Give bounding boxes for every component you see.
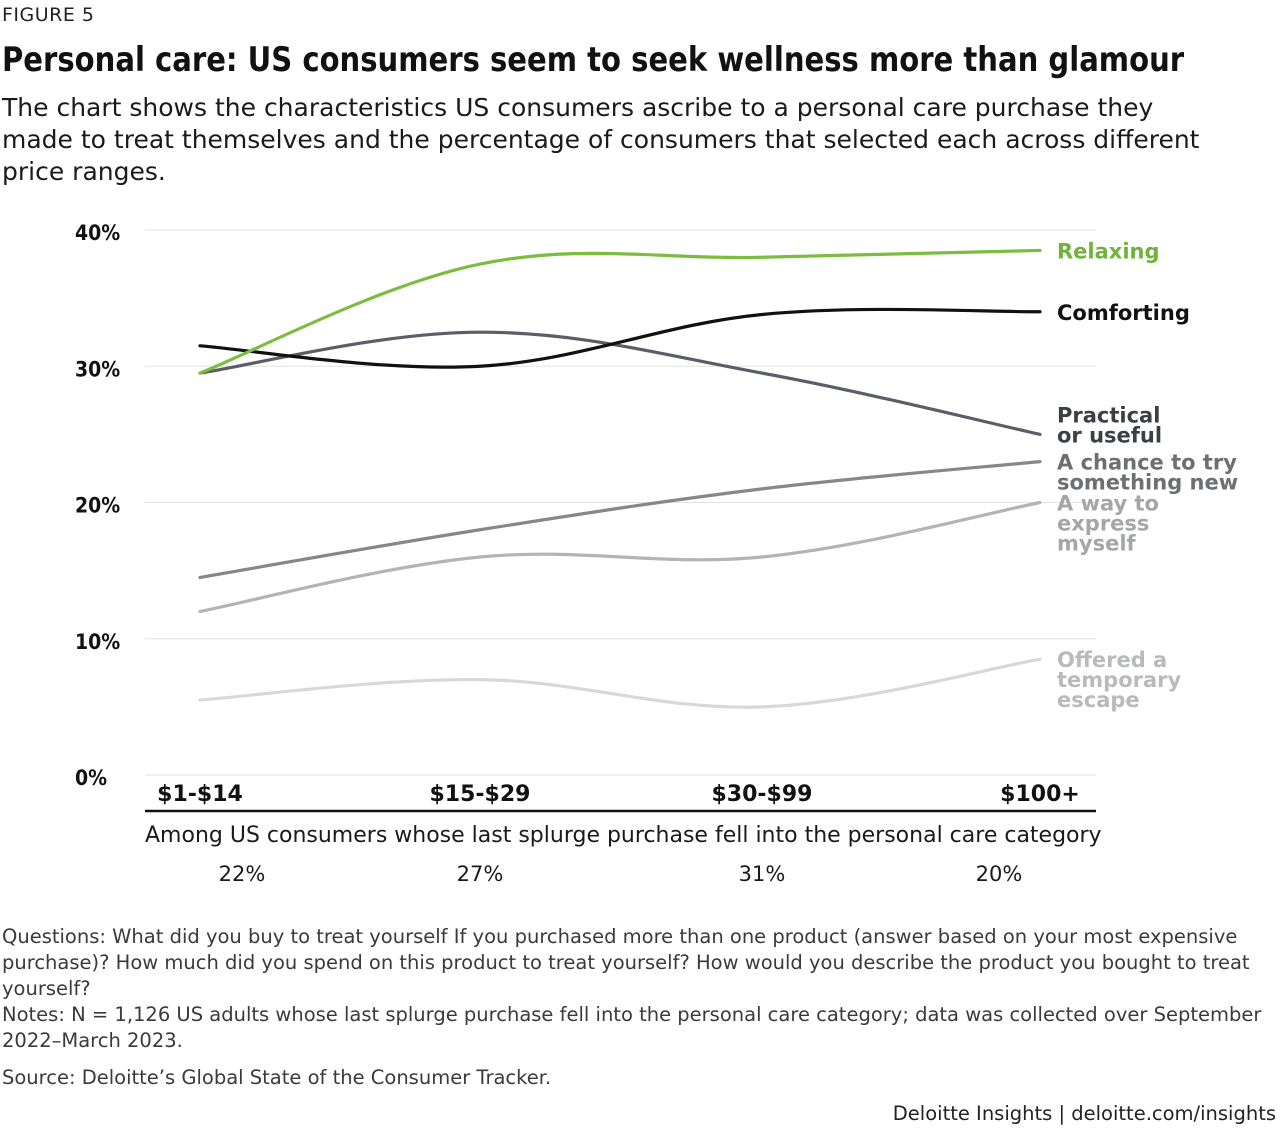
share-value: 20% (975, 862, 1023, 886)
gridlines (145, 229, 1096, 776)
series-label-line: A chance to try (1057, 451, 1237, 475)
series-line (198, 248, 1042, 375)
series-label-line: escape (1057, 688, 1140, 712)
figure-label: FIGURE 5 (2, 4, 95, 26)
chart-subtitle: The chart shows the characteristics US c… (2, 93, 1200, 186)
series-label: Comforting (1057, 301, 1190, 325)
x-tick-label: $30-$99 (712, 782, 813, 807)
series-label-line: myself (1057, 532, 1137, 556)
series-line (198, 330, 1042, 436)
series-label-line: express (1057, 512, 1149, 536)
series-label: Offered a temporary escape (1057, 648, 1182, 712)
series-line (198, 657, 1042, 709)
x-axis-categories: $1-$14 $15-$29 $30-$99 $100+ (157, 782, 1080, 807)
series-label-line: Practical (1057, 403, 1160, 427)
y-tick-label: 10% (75, 630, 120, 654)
questions-note: Questions: What did you buy to treat you… (2, 925, 1250, 1000)
series-label-line: Relaxing (1057, 239, 1160, 263)
series-label-line: Offered a (1057, 648, 1167, 672)
share-value: 27% (456, 862, 504, 886)
series-label-line: A way to (1057, 492, 1159, 516)
series-label-line: Comforting (1057, 301, 1190, 325)
series-label: Practical or useful (1057, 403, 1162, 447)
share-value: 22% (218, 862, 266, 886)
series-label: A way to express myself (1057, 492, 1159, 556)
y-tick-label: 0% (75, 766, 107, 790)
series-label: A chance to try something new (1057, 451, 1238, 495)
sample-note: Notes: N = 1,126 US adults whose last sp… (2, 1003, 1262, 1052)
x-tick-label: $1-$14 (157, 782, 243, 807)
y-tick-label: 20% (75, 494, 120, 518)
brand-footer: Deloitte Insights | deloitte.com/insight… (892, 1102, 1276, 1125)
y-tick-label: 40% (75, 221, 120, 245)
line-chart: 0% 10% 20% 30% 40% $1-$14 $15-$29 $30-$99 $100+… (75, 221, 1238, 813)
x-tick-label: $15-$29 (430, 782, 531, 807)
series-label: Relaxing (1057, 239, 1160, 263)
share-value: 31% (738, 862, 786, 886)
y-axis-ticks: 0% 10% 20% 30% 40% (75, 221, 120, 790)
x-axis-caption: Among US consumers whose last splurge pu… (145, 823, 1102, 848)
x-tick-label: $100+ (1000, 782, 1080, 807)
chart-title: Personal care: US consumers seem to seek… (2, 40, 1185, 80)
series-line (198, 307, 1042, 369)
source-note: Source: Deloitte’s Global State of the C… (2, 1066, 552, 1089)
series-lines (198, 248, 1042, 709)
series-line (198, 460, 1042, 580)
series-line (198, 500, 1042, 614)
series-label-line: temporary (1057, 668, 1182, 692)
series-label-line: or useful (1057, 423, 1162, 447)
notes-block: Questions: What did you buy to treat you… (2, 924, 1277, 1054)
y-tick-label: 30% (75, 357, 120, 381)
series-label-line: something new (1057, 471, 1238, 495)
